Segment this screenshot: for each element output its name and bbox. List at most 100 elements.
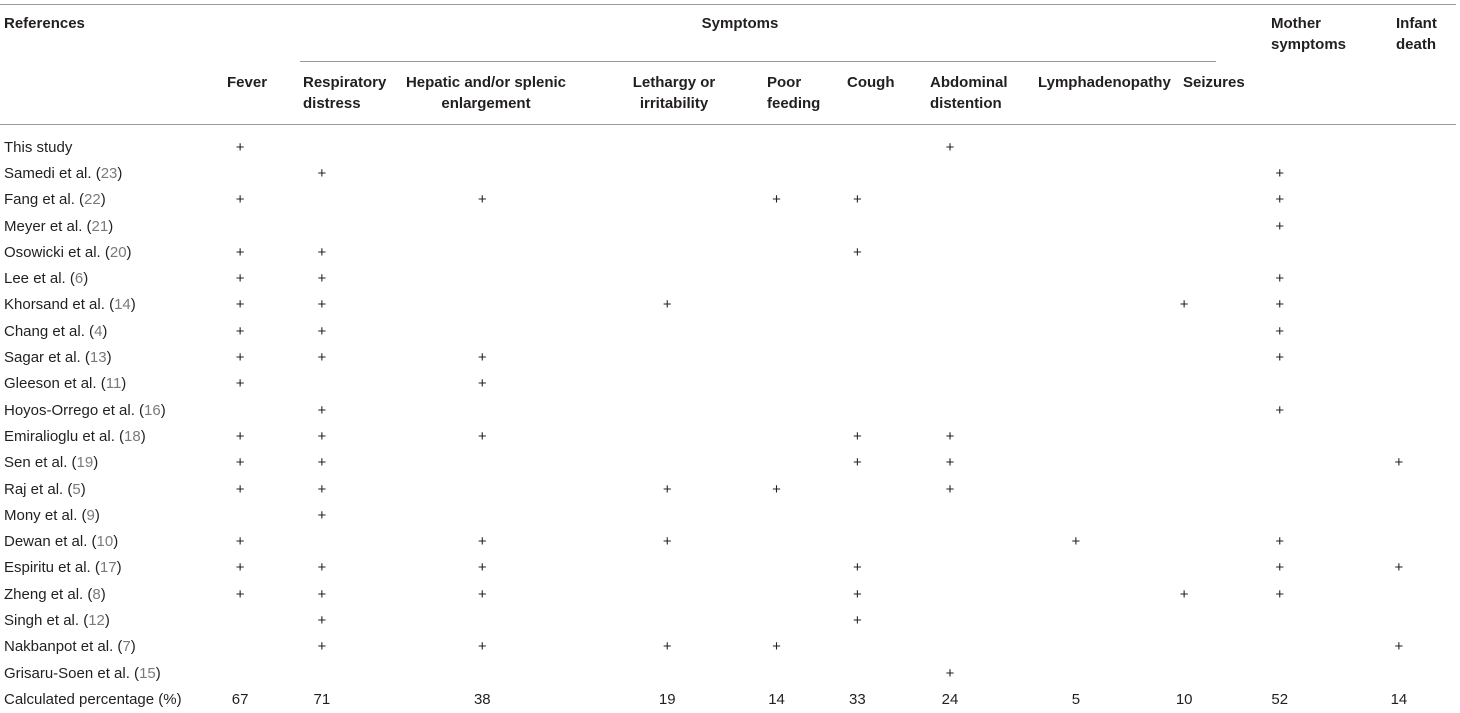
plus-mark: + [1275,191,1285,209]
citation-link[interactable]: 23 [100,164,118,182]
mark-cell-resp: + [281,397,364,423]
table-row: Dewan et al. (10) + + + + + [0,528,1460,554]
citation-link[interactable]: 21 [91,217,109,235]
citation-link[interactable]: 5 [72,480,81,498]
citation-close-paren: ) [102,322,108,340]
citation-link[interactable]: 20 [109,243,127,261]
mark-cell-seiz [1147,371,1222,397]
reference-cell: Lee et al. (6) [0,265,200,291]
citation-link[interactable]: 17 [99,559,117,577]
citation-link[interactable]: 19 [76,454,94,472]
mark-cell-death [1338,213,1460,239]
col-header-mother-symptoms: Mother symptoms [1271,15,1347,53]
citation-link[interactable]: 4 [94,322,103,340]
plus-mark: + [945,427,955,445]
mark-cell-leth [601,187,733,213]
citation-link[interactable]: 14 [114,296,131,314]
mark-cell-lymph [1005,660,1147,686]
reference-cell: Raj et al. (5) [0,476,200,502]
reference-name: Lee et al. ( [4,270,75,288]
mark-cell-lymph [1005,187,1147,213]
plus-mark: + [317,164,327,182]
plus-mark: + [477,427,487,445]
plus-mark: + [317,243,327,261]
plus-mark: + [235,454,245,472]
mark-cell-hep [363,476,601,502]
reference-name: Osowicki et al. ( [4,243,110,261]
mark-cell-hep [363,213,601,239]
plus-mark: + [477,585,487,603]
mark-cell-abd [895,187,1005,213]
plus-mark: + [852,585,862,603]
citation-link[interactable]: 10 [96,533,114,551]
plus-mark: + [662,533,672,551]
citation-close-paren: ) [100,191,106,209]
mark-cell-fever: + [200,555,281,581]
citation-close-paren: ) [106,349,112,367]
citation-close-paren: ) [117,164,123,182]
mark-cell-lymph [1005,344,1147,370]
mark-cell-fever [200,397,281,423]
mark-cell-mother [1222,634,1338,660]
mark-cell-hep: + [363,555,601,581]
plus-mark: + [317,559,327,577]
reference-name: Raj et al. ( [4,480,73,498]
mark-cell-leth [601,344,733,370]
mark-cell-seiz [1147,187,1222,213]
citation-close-paren: ) [113,533,119,551]
citation-close-paren: ) [140,427,146,445]
mark-cell-leth [601,502,733,528]
mark-cell-mother [1222,239,1338,265]
reference-cell: Singh et al. (12) [0,607,200,633]
plus-mark: + [852,454,862,472]
plus-mark: + [235,322,245,340]
mark-cell-lymph [1005,634,1147,660]
citation-link[interactable]: 9 [86,506,95,524]
reference-cell: Gleeson et al. (11) [0,371,200,397]
citation-link[interactable]: 11 [105,375,122,393]
reference-name: Sagar et al. ( [4,349,90,367]
plus-mark: + [662,638,672,656]
citation-link[interactable]: 18 [124,427,141,445]
mark-cell-cough [820,634,895,660]
mark-cell-abd [895,607,1005,633]
mark-cell-cough: + [820,239,895,265]
plus-mark: + [772,191,781,209]
citation-link[interactable]: 22 [84,191,101,209]
mark-cell-lymph [1005,239,1147,265]
percentage-label: Calculated percentage (%) [4,690,182,708]
reference-name: Khorsand et al. ( [4,296,115,314]
reference-cell: Hoyos-Orrego et al. (16) [0,397,200,423]
mark-cell-leth [601,423,733,449]
citation-link[interactable]: 8 [92,585,101,603]
table-row: Lee et al. (6) + + + [0,265,1460,291]
mark-cell-abd [895,397,1005,423]
col-header-lethargy: Lethargy or irritability [632,74,716,112]
plus-mark: + [1394,638,1404,656]
reference-name: Singh et al. ( [4,611,89,629]
mark-cell-abd [895,160,1005,186]
mark-cell-seiz [1147,423,1222,449]
symptoms-group-header: Symptoms [701,15,779,32]
col-header-seizures: Seizures [1183,74,1245,91]
mark-cell-resp: + [281,634,364,660]
citation-link[interactable]: 15 [139,664,156,682]
citation-link[interactable]: 12 [88,611,105,629]
citation-link[interactable]: 13 [89,349,107,367]
reference-cell: Dewan et al. (10) [0,528,200,554]
citation-link[interactable]: 6 [74,270,84,288]
citation-link[interactable]: 16 [144,401,161,419]
mark-cell-fever: + [200,344,281,370]
mark-cell-resp: + [281,555,364,581]
plus-mark: + [317,585,327,603]
mark-cell-leth [601,450,733,476]
reference-name: Hoyos-Orrego et al. ( [4,401,145,419]
table-row: Sen et al. (19) + + + + + [0,450,1460,476]
citation-link[interactable]: 7 [122,638,131,656]
mark-cell-leth: + [601,476,733,502]
mark-cell-poor: + [733,187,820,213]
plus-mark: + [235,427,245,445]
symptoms-rule [300,61,1216,62]
mark-cell-leth: + [601,634,733,660]
mark-cell-seiz: + [1147,292,1222,318]
